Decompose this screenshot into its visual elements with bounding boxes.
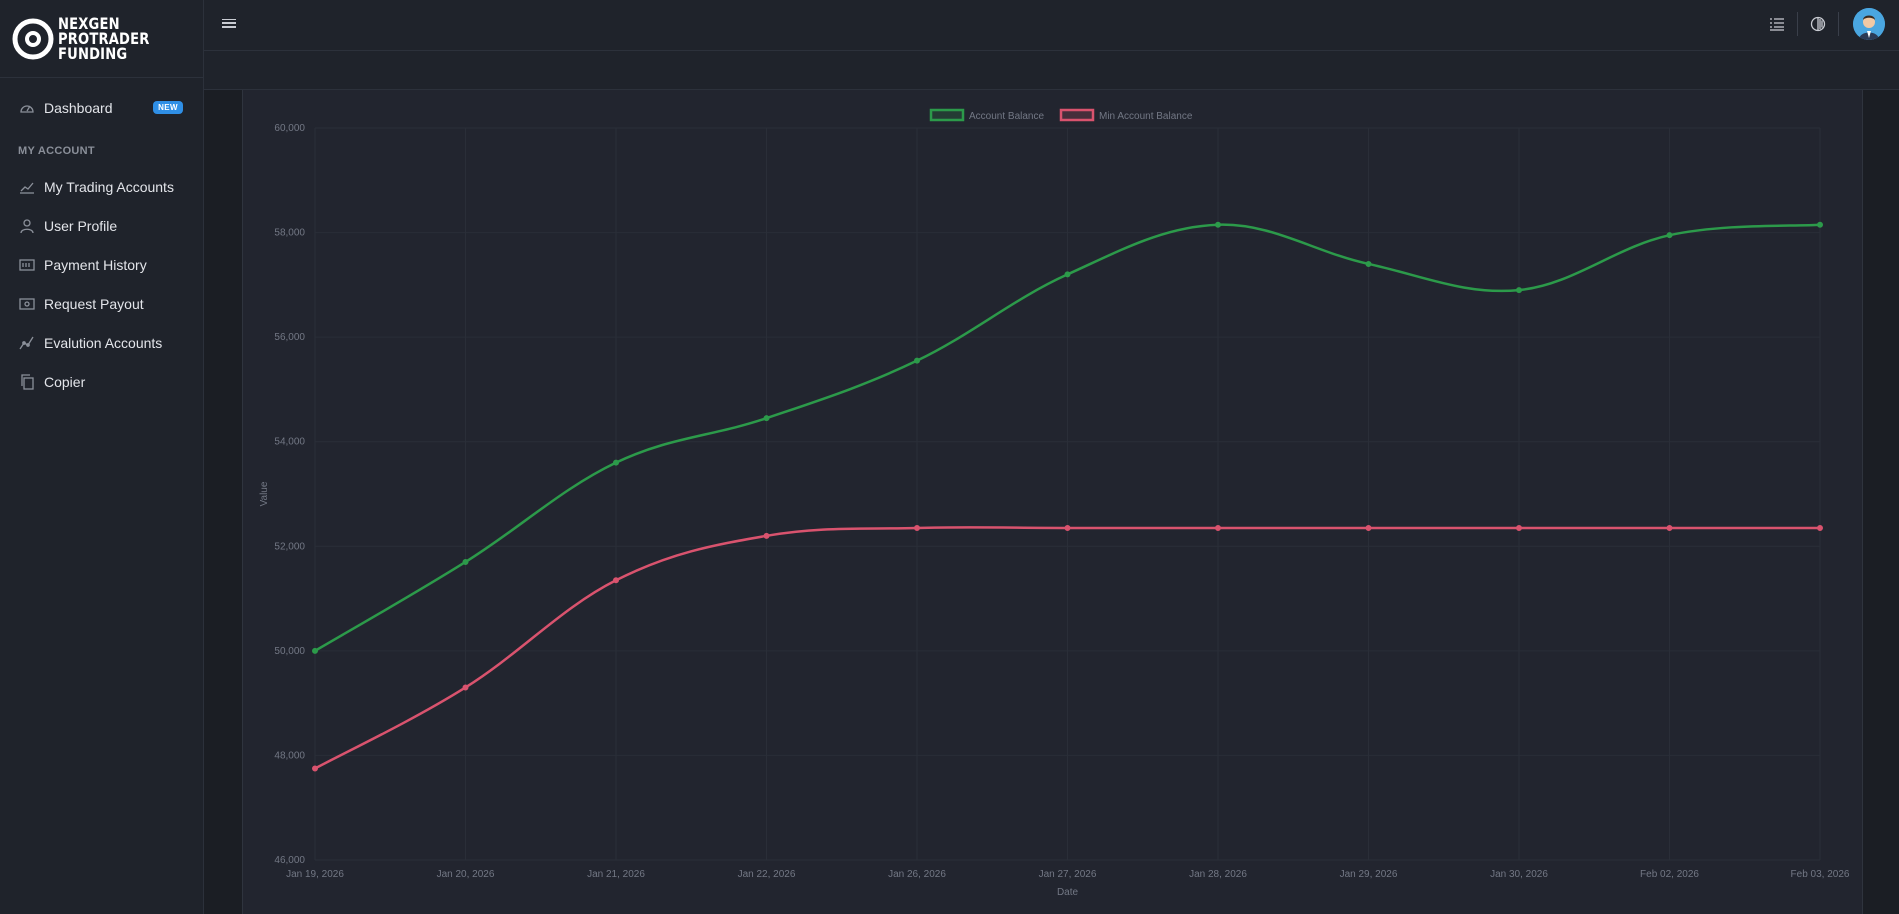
cash-icon: [18, 295, 36, 313]
receipt-icon: [18, 256, 36, 274]
data-point: [1365, 524, 1372, 531]
legend-swatch: [929, 108, 965, 122]
data-point: [1817, 221, 1823, 228]
data-point: [1215, 221, 1221, 228]
x-tick-label: Feb 03, 2026: [1791, 869, 1850, 880]
menu-icon[interactable]: [222, 16, 236, 30]
data-point: [914, 524, 920, 531]
y-tick-label: 48,000: [274, 750, 305, 761]
x-tick-label: Jan 30, 2026: [1490, 869, 1548, 880]
trend-icon: [18, 334, 36, 352]
sidebar-item-copier[interactable]: Copier: [0, 362, 203, 401]
balance-line-chart: 46,000 48,000 50,000 52,000 54,000 56,000 58,0…: [259, 108, 1850, 898]
sidebar-item-label: Dashboard: [44, 99, 113, 116]
user-icon: [18, 217, 36, 235]
y-tick-label: 46,000: [274, 855, 305, 866]
sidebar-item-label: Evalution Accounts: [44, 334, 163, 351]
data-point: [462, 684, 469, 691]
legend-label: Min Account Balance: [1099, 111, 1193, 122]
data-point: [312, 765, 318, 772]
sidebar-item-payment-history[interactable]: Payment History: [0, 245, 203, 284]
copy-icon: [18, 373, 36, 391]
new-badge: NEW: [153, 101, 183, 114]
brand-logo[interactable]: NEXGEN PROTRADER FUNDING: [0, 0, 203, 78]
brand-line1: NEXGEN: [58, 14, 120, 33]
sidebar-item-evalution-accounts[interactable]: Evalution Accounts: [0, 323, 203, 362]
data-point: [312, 647, 318, 654]
chart-line-icon: [18, 178, 36, 196]
brand-line3: FUNDING: [58, 44, 128, 63]
data-point: [1516, 524, 1522, 531]
gauge-icon: [18, 99, 36, 117]
y-tick-label: 54,000: [274, 437, 305, 448]
sidebar-item-label: Copier: [44, 373, 86, 390]
data-point: [1365, 260, 1372, 267]
sidebar-item-label: Request Payout: [44, 295, 144, 312]
sidebar-item-user-profile[interactable]: User Profile: [0, 206, 203, 245]
sidebar-item-dashboard[interactable]: Dashboard NEW: [0, 88, 203, 127]
x-tick-label: Jan 26, 2026: [888, 869, 946, 880]
sidebar-item-label: User Profile: [44, 217, 118, 234]
divider: [1838, 12, 1839, 36]
x-tick-label: Feb 02, 2026: [1640, 869, 1699, 880]
y-tick-label: 52,000: [274, 541, 305, 552]
x-tick-label: Jan 21, 2026: [587, 869, 645, 880]
sidebar-item-label: Payment History: [44, 256, 147, 273]
topbar-actions: [1757, 8, 1885, 40]
divider: [1797, 12, 1798, 36]
data-point: [1666, 524, 1673, 531]
sidebar-nav: Dashboard NEW MY ACCOUNT My Trading Acco…: [0, 78, 203, 401]
data-point: [613, 577, 619, 584]
logo-swirl-icon: [12, 18, 54, 59]
data-point: [1516, 287, 1522, 294]
sidebar-item-request-payout[interactable]: Request Payout: [0, 284, 203, 323]
legend-swatch: [1059, 108, 1095, 122]
balance-chart-card: 46,000 48,000 50,000 52,000 54,000 56,000 58,0…: [242, 90, 1863, 914]
y-tick-label: 58,000: [274, 228, 305, 239]
y-tick-label: 50,000: [274, 646, 305, 657]
brand-text: NEXGEN PROTRADER FUNDING: [58, 14, 150, 63]
sidebar-item-my-trading-accounts[interactable]: My Trading Accounts: [0, 167, 203, 206]
y-tick-label: 56,000: [274, 332, 305, 343]
brand-line2: PROTRADER: [58, 29, 150, 48]
x-tick-label: Jan 22, 2026: [738, 869, 796, 880]
data-point: [1064, 524, 1071, 531]
data-point: [462, 558, 469, 565]
x-tick-label: Jan 27, 2026: [1039, 869, 1097, 880]
data-point: [613, 459, 619, 466]
series-line: [314, 223, 1821, 652]
data-point: [1666, 232, 1673, 239]
y-tick-label: 60,000: [274, 123, 305, 134]
avatar[interactable]: [1853, 8, 1885, 40]
section-my-account: MY ACCOUNT: [18, 145, 95, 157]
sidebar: NEXGEN PROTRADER FUNDING Dashboard NEW M…: [0, 0, 204, 914]
legend-label: Account Balance: [969, 111, 1044, 122]
data-point: [1215, 524, 1221, 531]
theme-icon[interactable]: [1808, 14, 1828, 34]
data-point: [763, 532, 770, 539]
x-tick-label: Jan 29, 2026: [1340, 869, 1398, 880]
page-subheader: [204, 51, 1899, 90]
data-point: [1064, 271, 1071, 278]
x-tick-label: Jan 19, 2026: [286, 869, 344, 880]
x-tick-label: Jan 28, 2026: [1189, 869, 1247, 880]
data-point: [763, 415, 770, 422]
data-point: [914, 357, 920, 364]
sidebar-item-label: My Trading Accounts: [44, 178, 174, 195]
list-icon[interactable]: [1767, 14, 1787, 34]
x-axis-title: Date: [1057, 887, 1079, 898]
topbar: [204, 0, 1899, 51]
data-point: [1817, 524, 1823, 531]
y-axis-title: Value: [259, 481, 270, 506]
x-tick-label: Jan 20, 2026: [437, 869, 495, 880]
